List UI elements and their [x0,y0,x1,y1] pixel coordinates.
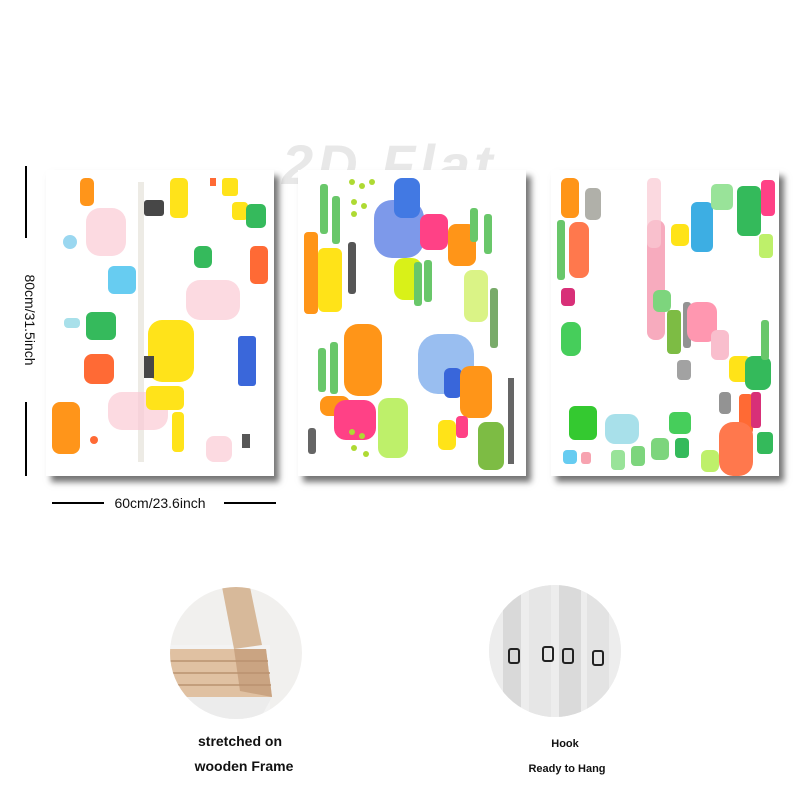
width-dimension-label: 60cm/23.6inch [114,495,206,511]
hook-photo [489,585,621,717]
height-dimension-label: 80cm/31.5inch [22,274,38,366]
hook-caption-line2: Ready to Hang [528,763,606,775]
canvas-panel-middle [298,170,526,476]
hook-caption-line1: Hook [551,738,579,750]
abstract-painting-middle [304,178,514,470]
frame-caption-line2: wooden Frame [194,758,294,774]
wooden-frame-photo [170,587,302,719]
width-dimension-line-right [224,502,276,504]
abstract-painting-right [557,178,775,476]
canvas-panel-right [551,170,779,476]
width-dimension-line-left [52,502,104,504]
canvas-panel-left [46,170,274,476]
frame-caption-line1: stretched on [197,733,283,749]
height-dimension-line-bottom [25,402,27,476]
abstract-painting-left [52,178,268,462]
height-dimension-line-top [25,166,27,238]
